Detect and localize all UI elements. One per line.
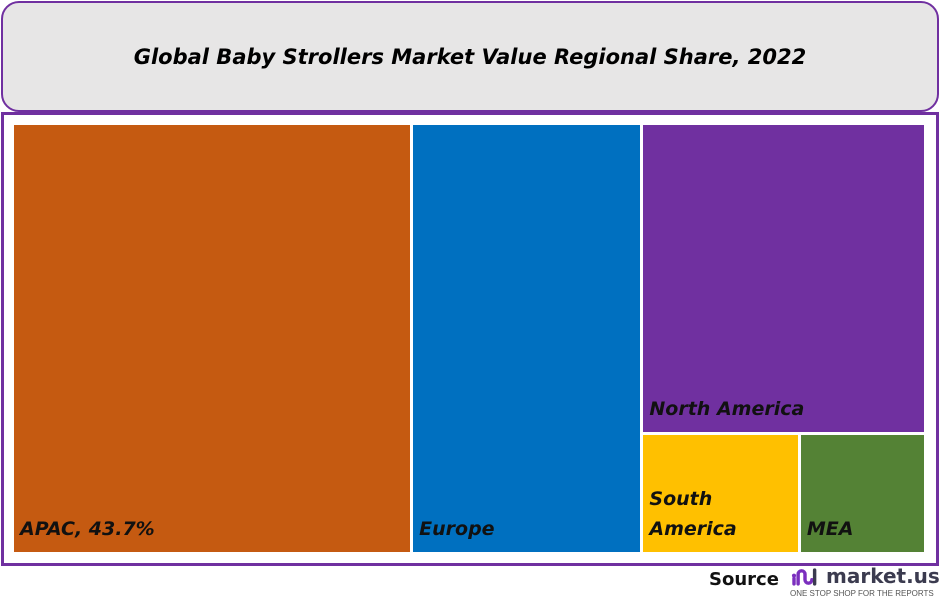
tile-label: APAC, 43.7% — [20, 518, 155, 540]
tile-label: South America — [649, 487, 737, 540]
tile-europe: Europe — [413, 125, 641, 552]
logo-tagline: ONE STOP SHOP FOR THE REPORTS — [790, 589, 934, 598]
title-box: Global Baby Strollers Market Value Regio… — [1, 1, 939, 112]
chart-frame — [1, 112, 939, 566]
market-us-logo-icon — [791, 568, 817, 586]
tile-label: MEA — [806, 517, 854, 540]
tile-label: North America — [649, 398, 805, 421]
tile-apac: APAC, 43.7% — [14, 125, 411, 552]
treemap-plot: APAC, 43.7% Europe North America South Amer… — [14, 125, 924, 552]
tile-label: Europe — [419, 518, 495, 540]
chart-title: Global Baby Strollers Market Value Regio… — [133, 44, 807, 69]
tile-mea: MEA — [800, 435, 924, 552]
tile-south-america: South America — [643, 435, 798, 552]
source-label: Source — [709, 569, 779, 590]
tile-north-america: North America — [643, 125, 924, 433]
logo-text: market.us — [826, 564, 940, 588]
